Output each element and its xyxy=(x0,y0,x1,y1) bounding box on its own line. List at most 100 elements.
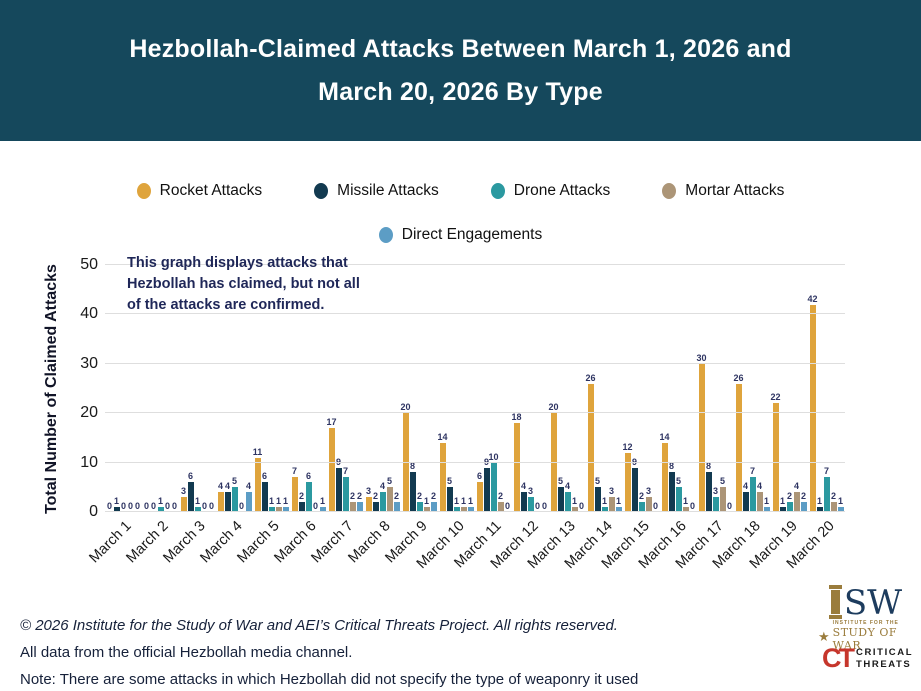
bar-wrap: 7 xyxy=(749,467,756,512)
footer-copyright: © 2026 Institute for the Study of War an… xyxy=(20,617,618,634)
bar-wrap: 2 xyxy=(356,492,363,512)
bar-value-label: 7 xyxy=(823,466,829,477)
bar-wrap: 5 xyxy=(719,477,726,512)
bar-wrap: 2 xyxy=(298,491,305,512)
legend-item: Mortar Attacks xyxy=(662,182,784,200)
bar-rocket-attacks xyxy=(439,442,446,512)
bar-rocket-attacks xyxy=(809,304,816,512)
bar-wrap: 0 xyxy=(505,502,511,512)
bar-value-label: 1 xyxy=(837,496,843,507)
bar-wrap: 9 xyxy=(631,457,638,512)
bar-value-label: 1 xyxy=(467,496,473,507)
bar-wrap: 4 xyxy=(793,482,800,512)
bar-wrap: 26 xyxy=(733,372,744,512)
bar-value-label: 26 xyxy=(733,372,744,383)
bar-mortar-attacks xyxy=(275,507,282,512)
gridline xyxy=(105,264,845,265)
legend-swatch-icon xyxy=(490,183,505,199)
bar-direct-engagements xyxy=(615,507,622,512)
bar-value-label: 3 xyxy=(180,486,186,497)
bar-value-label: 1 xyxy=(157,496,163,507)
bar-wrap: 9 xyxy=(335,457,342,512)
bar-group-march-17: 30 8 3 5 0 March 17 xyxy=(673,265,734,572)
bar-wrap: 4 xyxy=(379,482,386,512)
bar-wrap: 3 xyxy=(365,487,372,512)
bar-group-march-8: 3 2 4 5 2 March 8 xyxy=(345,265,401,566)
bar-wrap: 1 xyxy=(423,497,430,512)
bar-drone-attacks xyxy=(675,487,682,512)
bar-group-march-9: 20 8 2 1 2 March 9 xyxy=(382,265,438,566)
bar-missile-attacks xyxy=(705,472,712,512)
bar-mortar-attacks xyxy=(349,502,356,512)
bar-missile-attacks xyxy=(298,502,305,512)
bar-value-label: 0 xyxy=(689,501,695,511)
bar-rocket-attacks xyxy=(587,383,594,512)
bar-wrap: 0 xyxy=(121,502,127,512)
bar-value-label: 2 xyxy=(800,491,806,502)
bar-direct-engagements xyxy=(467,507,474,512)
bar-value-label: 1 xyxy=(779,496,785,507)
bar-wrap: 1 xyxy=(682,497,689,512)
bar-value-label: 30 xyxy=(696,352,707,363)
bar-drone-attacks xyxy=(601,507,608,512)
legend-row-1: Rocket Attacks Missile Attacks Drone Attac… xyxy=(0,182,921,200)
bar-missile-attacks xyxy=(409,472,416,512)
bar-missile-attacks xyxy=(557,487,564,512)
bar-missile-attacks xyxy=(483,467,490,512)
bar-wrap: 0 xyxy=(202,502,208,512)
y-tick-label: 50 xyxy=(80,256,98,273)
bar-value-label: 8 xyxy=(705,461,711,472)
bar-wrap: 1 xyxy=(837,496,844,512)
bar-value-label: 0 xyxy=(106,501,112,511)
bar-wrap: 0 xyxy=(144,502,150,512)
bar-value-label: 5 xyxy=(557,476,563,487)
bar-rocket-attacks xyxy=(291,477,298,512)
bar-wrap: 2 xyxy=(830,492,837,512)
bar-missile-attacks xyxy=(594,487,601,512)
isw-logo-mark: SW xyxy=(818,585,913,620)
bar-value-label: 0 xyxy=(164,501,170,511)
bar-value-label: 4 xyxy=(520,481,526,492)
bar-direct-engagements xyxy=(245,492,252,512)
bar-wrap: 30 xyxy=(696,352,707,512)
bar-missile-attacks xyxy=(261,482,268,512)
bar-direct-engagements xyxy=(393,502,400,512)
bar-value-label: 2 xyxy=(393,491,399,502)
bar-value-label: 0 xyxy=(726,501,732,511)
bar-value-label: 2 xyxy=(298,491,304,502)
bar-drone-attacks xyxy=(416,502,423,512)
bar-wrap: 0 xyxy=(107,502,113,512)
chart-title-line1: Hezbollah-Claimed Attacks Between March … xyxy=(129,34,792,63)
bar-missile-attacks xyxy=(668,472,675,512)
bar-group-march-16: 14 8 5 1 0 March 16 xyxy=(636,265,697,572)
bar-value-label: 1 xyxy=(268,496,274,507)
bar-wrap: 0 xyxy=(128,502,134,512)
bar-wrap: 17 xyxy=(326,417,337,512)
title-banner: Hezbollah-Claimed Attacks Between March … xyxy=(0,0,921,141)
bar-value-label: 9 xyxy=(632,457,637,467)
bar-value-label: 0 xyxy=(578,501,584,511)
bar-value-label: 0 xyxy=(143,501,149,511)
bar-missile-attacks xyxy=(742,492,749,512)
bar-rocket-attacks xyxy=(328,428,335,512)
legend-row-2: Direct Engagements xyxy=(0,226,921,244)
bar-value-label: 7 xyxy=(342,466,348,477)
bar-group-march-5: 11 6 1 1 1 March 5 xyxy=(234,265,290,566)
bar-value-label: 17 xyxy=(326,417,337,428)
bar-value-label: 26 xyxy=(585,372,596,383)
bar-value-label: 5 xyxy=(594,476,600,487)
bar-drone-attacks xyxy=(786,502,793,512)
bar-wrap: 11 xyxy=(253,447,262,512)
bar-wrap: 2 xyxy=(430,492,437,512)
bar-wrap: 2 xyxy=(800,491,807,512)
isw-star-icon: ★ xyxy=(818,628,830,644)
legend-swatch-icon xyxy=(314,183,329,199)
bar-value-label: 4 xyxy=(756,481,762,492)
bar-value-label: 1 xyxy=(113,496,119,507)
bar-wrap: 7 xyxy=(823,466,830,512)
chart-annotation: This graph displays attacks that Hezboll… xyxy=(127,255,360,314)
bar-wrap: 8 xyxy=(668,462,675,512)
bar-rocket-attacks xyxy=(180,497,187,512)
legend-item: Rocket Attacks xyxy=(136,182,262,200)
ct-word-2: THREATS xyxy=(856,658,912,670)
